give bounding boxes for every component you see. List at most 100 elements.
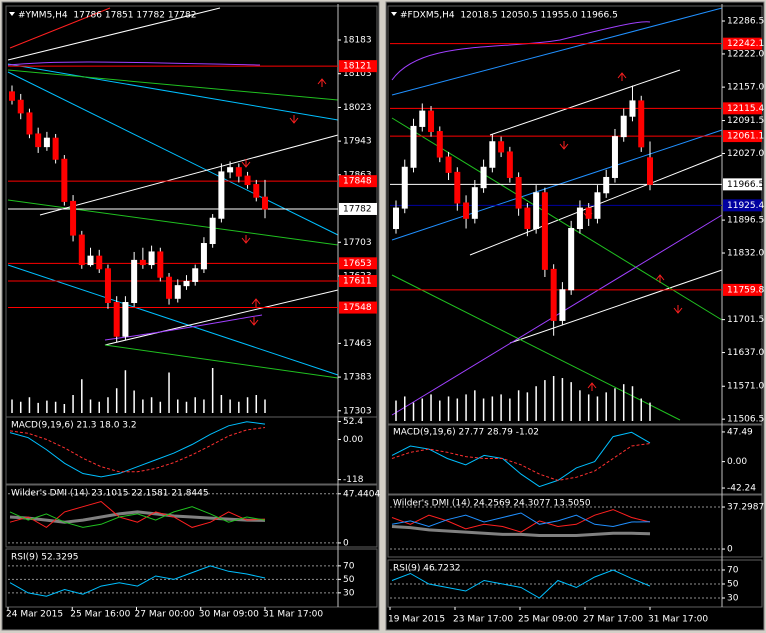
level-label: 11966.5 <box>727 180 764 190</box>
volume-bar <box>220 395 223 413</box>
volume-bar <box>203 399 205 413</box>
candle-body <box>515 176 522 209</box>
volume-bar <box>430 394 432 421</box>
volume-bar <box>474 390 476 421</box>
indicator-label: MACD(9,19,6) 21.3 18.0 3.2 <box>11 421 137 431</box>
volume-bar <box>28 397 31 413</box>
indicator-line <box>391 569 651 599</box>
candle-body <box>253 184 260 198</box>
volume-bar <box>238 401 240 413</box>
x-tick-label: 19 Mar 2015 <box>388 615 445 625</box>
candle-body <box>620 115 627 138</box>
y-tick-label: 12222.0 <box>727 49 764 59</box>
indicator-line <box>9 565 266 597</box>
level-label: 11759.8 <box>727 285 764 295</box>
candle-body <box>585 207 592 219</box>
y-tick-label: 12027.0 <box>727 149 764 159</box>
candle-body <box>524 207 531 230</box>
arrow-up <box>587 382 597 391</box>
level-label: 11925.4 <box>727 201 764 211</box>
level-label: 12061.1 <box>727 132 764 142</box>
volume-bar <box>54 401 57 413</box>
volume-bar <box>439 400 441 421</box>
y-tick-label: 12157.0 <box>727 83 764 93</box>
level-box <box>339 202 377 215</box>
volume-bar <box>465 394 467 421</box>
candle-body <box>87 255 94 266</box>
arrow-down <box>249 317 259 326</box>
indicator-line <box>391 509 651 533</box>
candle-body <box>454 171 461 204</box>
panel <box>387 5 763 426</box>
candle-body <box>218 171 225 219</box>
x-tick-label: 27 Mar 00:00 <box>135 610 195 620</box>
indicator-line <box>391 431 651 488</box>
indicator-line <box>9 500 266 529</box>
arrow-down <box>241 235 251 244</box>
candle-body <box>480 166 487 189</box>
candle-body <box>463 202 470 219</box>
y-tick-label: 30 <box>343 588 355 598</box>
candle-body <box>200 243 207 270</box>
candle-body <box>603 176 610 194</box>
volume-bar <box>412 402 415 421</box>
candle-body <box>131 259 138 304</box>
candle-body <box>498 141 505 153</box>
volume-bar <box>124 370 127 413</box>
x-tick-label: 23 Mar 17:00 <box>453 615 513 625</box>
trendline <box>104 289 339 346</box>
volume-bar <box>596 396 599 421</box>
volume-bar <box>622 384 625 421</box>
candle-body <box>227 167 234 173</box>
y-tick-label: 0 <box>343 538 349 548</box>
candle-body <box>148 251 155 266</box>
trendline <box>7 199 339 246</box>
candle-body <box>70 200 77 236</box>
arrow-down <box>241 159 251 168</box>
level-label: 18121 <box>343 62 372 72</box>
level-label: 17848 <box>343 177 372 187</box>
y-tick-label: 47.4404 <box>343 489 380 499</box>
indicator-label: RSI(9) 52.3295 <box>11 553 78 563</box>
y-tick-label: 0.00 <box>727 457 747 467</box>
y-tick-label: 37.2987 <box>727 503 764 513</box>
y-tick-label: 11637.0 <box>727 348 764 358</box>
volume-bar <box>246 397 249 413</box>
candle-body <box>17 99 24 114</box>
indicator-line <box>391 525 651 537</box>
y-tick-label: 30 <box>727 593 739 603</box>
trendline <box>104 344 339 379</box>
indicator-line <box>9 506 266 528</box>
candle-body <box>157 251 164 278</box>
panel <box>5 548 378 608</box>
volume-bar <box>421 398 424 421</box>
header-icon <box>391 12 397 16</box>
candle-body <box>104 268 111 304</box>
x-tick-label: 25 Mar 09:00 <box>518 615 578 625</box>
volume-bar <box>404 396 406 421</box>
candle-body <box>139 259 146 266</box>
candle-body <box>410 125 417 168</box>
volume-bar <box>526 392 529 421</box>
indicator-line <box>9 427 266 473</box>
y-tick-label: 17383 <box>343 373 372 383</box>
candle-body <box>419 110 426 127</box>
volume-bar <box>46 400 48 413</box>
trendlines <box>7 7 723 421</box>
level-label: 17782 <box>343 204 372 214</box>
panel <box>5 416 378 485</box>
candle-body <box>506 151 513 178</box>
y-tick-label: 0.00 <box>343 435 363 445</box>
volume-bar <box>11 399 13 413</box>
y-tick-label: 18103 <box>343 69 372 79</box>
volume-bar <box>570 382 572 421</box>
volume-bar <box>649 402 651 421</box>
y-tick-label: -42.24 <box>727 484 756 494</box>
trendline <box>391 117 723 321</box>
y-tick-label: 70 <box>727 565 739 575</box>
volume-bar <box>115 388 118 413</box>
volume-bar <box>168 372 170 413</box>
volume-bar <box>517 390 520 421</box>
x-tick-label: 31 Mar 17:00 <box>648 615 708 625</box>
